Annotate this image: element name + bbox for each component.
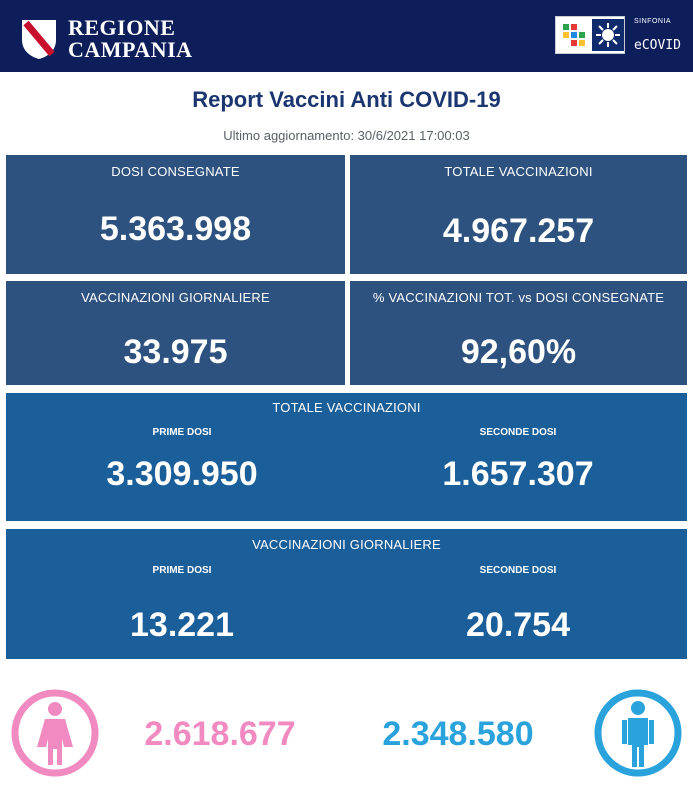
card-label: VACCINAZIONI GIORNALIERE (81, 290, 270, 305)
region-crest-icon (22, 20, 56, 59)
male-person-icon (594, 689, 682, 777)
card-value: 4.967.257 (442, 212, 595, 250)
card-total-breakdown: TOTALE VACCINAZIONI PRIME DOSI 3.309.950… (6, 393, 687, 521)
card-label: VACCINAZIONI GIORNALIERE (252, 537, 441, 552)
card-percent-vaccinations: % VACCINAZIONI TOT. vs DOSI CONSEGNATE 9… (350, 281, 687, 385)
female-person-icon (11, 689, 99, 777)
card-label: DOSI CONSEGNATE (111, 164, 240, 179)
card-label: TOTALE VACCINAZIONI (444, 164, 593, 179)
region-name-line1: REGIONE (68, 15, 176, 40)
brand-name-label: eCOVID (634, 38, 681, 53)
page-title: Report Vaccini Anti COVID-19 (192, 87, 501, 112)
first-dose-value: 3.309.950 (106, 455, 258, 493)
last-update-text: Ultimo aggiornamento: 30/6/2021 17:00:03 (223, 128, 470, 143)
male-count: 2.348.580 (382, 715, 534, 753)
region-name-line2: CAMPANIA (68, 37, 193, 62)
card-doses-delivered: DOSI CONSEGNATE 5.363.998 (6, 155, 345, 274)
card-total-vaccinations: TOTALE VACCINAZIONI 4.967.257 (350, 155, 687, 274)
first-dose-value: 13.221 (130, 606, 234, 644)
card-value: 92,60% (460, 333, 577, 371)
sinfonia-logo (555, 16, 625, 54)
second-dose-value: 1.657.307 (442, 455, 594, 493)
first-dose-label: PRIME DOSI (152, 565, 212, 576)
first-dose-label: PRIME DOSI (152, 427, 212, 438)
header-bar: REGIONE CAMPANIA SINFO (0, 0, 693, 72)
second-dose-label: SECONDE DOSI (479, 427, 557, 438)
region-name: REGIONE CAMPANIA (68, 17, 193, 61)
card-daily-breakdown: VACCINAZIONI GIORNALIERE PRIME DOSI 13.2… (6, 529, 687, 659)
second-dose-value: 20.754 (466, 606, 570, 644)
sinfonia-mark-icon (563, 24, 585, 46)
brand-small-label: SINFONIA (634, 18, 672, 25)
card-label: % VACCINAZIONI TOT. vs DOSI CONSEGNATE (372, 290, 665, 305)
card-label: TOTALE VACCINAZIONI (272, 400, 421, 415)
card-daily-vaccinations: VACCINAZIONI GIORNALIERE 33.975 (6, 281, 345, 385)
female-count: 2.618.677 (144, 715, 296, 753)
virus-icon (592, 19, 624, 51)
card-value: 33.975 (123, 333, 228, 371)
card-value: 5.363.998 (99, 210, 252, 248)
second-dose-label: SECONDE DOSI (479, 565, 557, 576)
